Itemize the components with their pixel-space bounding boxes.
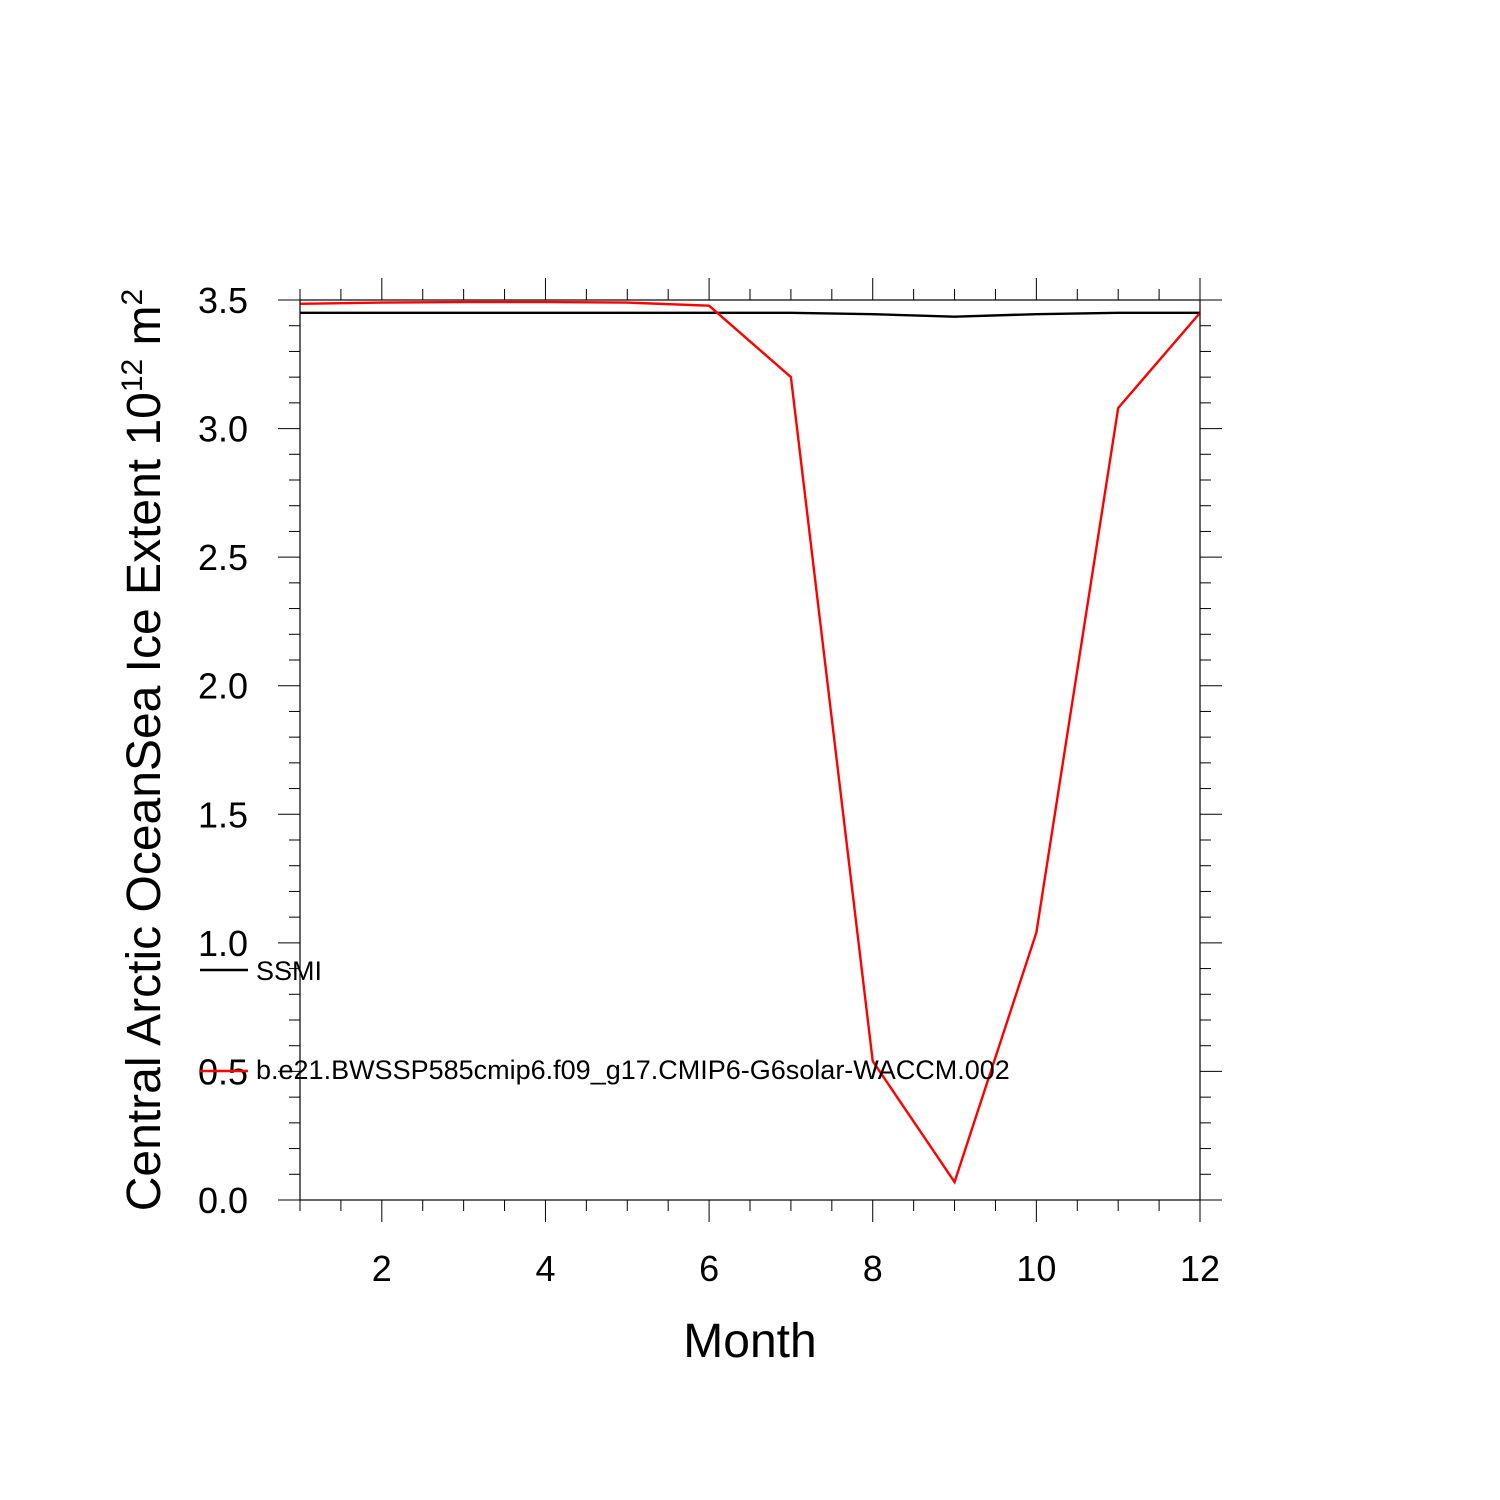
- legend: SSMI b.e21.BWSSP585cmip6.f09_g17.CMIP6-G…: [200, 956, 1010, 1085]
- y-tick-label: 2.5: [198, 537, 248, 578]
- x-tick-labels: 2 4 6 8 10 12: [372, 1248, 1220, 1289]
- x-tick-label: 10: [1016, 1248, 1056, 1289]
- x-axis-title: Month: [683, 1315, 816, 1368]
- y-tick-label: 1.0: [198, 923, 248, 964]
- x-tick-label: 8: [863, 1248, 883, 1289]
- legend-label-ssmi: SSMI: [256, 956, 322, 986]
- y-tick-label: 1.5: [198, 794, 248, 835]
- series-line-ssmi: [300, 311, 1200, 318]
- y-tick-labels: 0.00.51.01.52.02.53.03.5: [198, 280, 248, 1221]
- plot-frame: [299, 299, 1201, 1201]
- x-tick-label: 6: [699, 1248, 719, 1289]
- x-tick-label: 2: [372, 1248, 392, 1289]
- series-line-waccm: [299, 300, 1201, 1185]
- y-tick-label: 2.0: [198, 666, 248, 707]
- axis-ticks: [278, 278, 1222, 1222]
- y-tick-label: 3.0: [198, 409, 248, 450]
- series-lines: [299, 300, 1201, 1185]
- legend-label-waccm: b.e21.BWSSP585cmip6.f09_g17.CMIP6-G6sola…: [256, 1055, 1010, 1085]
- y-tick-label: 0.0: [198, 1180, 248, 1221]
- x-tick-label: 4: [535, 1248, 555, 1289]
- y-axis-title: Central Arctic OceanSea Ice Extent 1012 …: [116, 289, 171, 1211]
- x-tick-label: 12: [1180, 1248, 1220, 1289]
- y-tick-label: 3.5: [198, 280, 248, 321]
